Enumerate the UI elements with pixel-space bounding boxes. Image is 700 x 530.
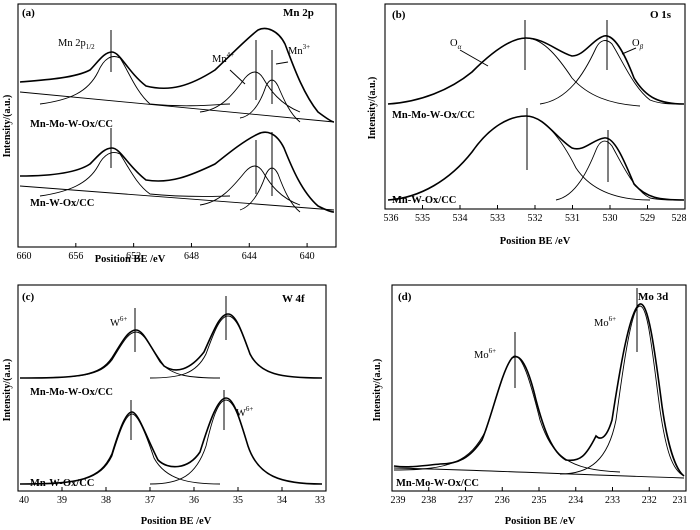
b-top-oa-component (387, 37, 641, 107)
c-bottom-w1-component (19, 413, 221, 485)
panel-c-xtick-label: 33 (315, 495, 325, 506)
panel-d-title: Mo 3d (638, 291, 668, 303)
a-mn4-arrow (229, 69, 246, 85)
panel-a-tag: (a) (22, 7, 35, 19)
panel-c-xtick-label: 39 (57, 495, 67, 506)
b-bottom-ob-component (555, 140, 685, 201)
panel-c: 40 39 38 37 36 35 34 33 (c) W 4f Position BE /e… (2, 284, 327, 527)
panel-b-xtick-label: 530 (603, 213, 618, 224)
b-ob-arrow (621, 47, 637, 55)
panel-c-frame (17, 284, 327, 492)
a-bottom-mn2p12-component (39, 152, 231, 197)
b-series-label-bottom: Mn-W-Ox/CC (392, 195, 456, 206)
a-series-label-bottom: Mn-W-Ox/CC (30, 198, 94, 209)
b-bottom-envelope (387, 115, 685, 201)
c-series-label-top: Mn-Mo-W-Ox/CC (30, 387, 113, 398)
a-top-envelope (19, 27, 335, 123)
d-envelope (393, 303, 685, 477)
c-top-envelope (19, 313, 323, 379)
panel-c-xtick-label: 35 (233, 495, 243, 506)
panel-d-xtick-label: 233 (605, 495, 620, 506)
a-top-baseline (19, 91, 335, 123)
panel-a-title: Mn 2p (283, 7, 314, 19)
a-mn3-arrow (275, 61, 289, 65)
a-bottom-baseline (19, 185, 335, 211)
c-bottom-envelope (19, 397, 323, 485)
panel-d-xtick-label: 237 (458, 495, 473, 506)
panel-b-ylabel: Intensity/(a.u.) (367, 77, 378, 140)
panel-b: 536 535 534 533 532 531 530 529 528 (b) O 1s Pos… (367, 3, 687, 247)
a-series-label-top: Mn-Mo-W-Ox/CC (30, 119, 113, 130)
panel-c-xlabel: Position BE /eV (141, 516, 212, 527)
b-ann-ob: Oβ (632, 38, 644, 51)
panel-a-xtick-label: 640 (300, 251, 315, 262)
panel-d-ylabel: Intensity/(a.u.) (372, 359, 383, 422)
panel-d-xtick-label: 231 (673, 495, 688, 506)
panel-a-xtick-label: 656 (68, 251, 83, 262)
panel-b-tag: (b) (392, 9, 406, 21)
a-ann-mn2p12: Mn 2p1/2 (58, 38, 95, 51)
b-bottom-oa-component (387, 115, 651, 201)
panel-c-xtick-label: 37 (145, 495, 155, 506)
panel-b-xtick-label: 535 (415, 213, 430, 224)
panel-c-xtick-label: 38 (101, 495, 111, 506)
d-ann-mo1: Mo6+ (474, 347, 496, 361)
panel-b-xtick-label: 529 (640, 213, 655, 224)
a-bottom-envelope (19, 131, 335, 213)
panel-a-xtick-label: 660 (17, 251, 32, 262)
panel-c-title: W 4f (282, 293, 305, 305)
a-top-mn2p12-component (39, 56, 231, 107)
d-mo2-component (559, 305, 685, 477)
panel-c-xtick-label: 34 (277, 495, 287, 506)
panel-d-xtick-label: 234 (568, 495, 583, 506)
panel-a-xtick-label: 644 (242, 251, 257, 262)
d-mo1-component (393, 355, 621, 473)
panel-a-ylabel: Intensity/(a.u.) (2, 95, 13, 158)
panel-a-xtick-label: 652 (126, 251, 141, 262)
a-top-mn4-component (199, 71, 301, 113)
d-series-label: Mn-Mo-W-Ox/CC (396, 478, 479, 489)
panel-b-xtick-label: 533 (490, 213, 505, 224)
b-top-envelope (387, 35, 685, 105)
panel-b-xtick-label: 534 (453, 213, 468, 224)
d-ann-mo2: Mo6+ (594, 315, 616, 329)
a-ann-mn3: Mn3+ (288, 43, 310, 57)
panel-d-tag: (d) (398, 291, 412, 303)
panel-d-xtick-label: 238 (421, 495, 436, 506)
c-top-w2-component (149, 315, 323, 379)
panel-d-xtick-label: 235 (532, 495, 547, 506)
panel-b-xtick-label: 531 (565, 213, 580, 224)
b-ann-oa: Oα (450, 38, 462, 51)
panel-b-xtick-label: 532 (528, 213, 543, 224)
a-ann-mn4: Mn4+ (212, 51, 234, 65)
c-ann-w2: W6+ (236, 405, 253, 419)
panel-a-xlabel: Position BE /eV (95, 254, 166, 265)
panel-a-xtick-label: 648 (184, 251, 199, 262)
panel-d-frame (391, 284, 687, 492)
panel-b-frame (384, 3, 686, 210)
panel-c-xtick-label: 36 (189, 495, 199, 506)
c-series-label-bottom: Mn-W-Ox/CC (30, 478, 94, 489)
panel-c-ylabel: Intensity/(a.u.) (2, 359, 13, 422)
panel-b-xtick-label: 536 (384, 213, 399, 224)
a-bottom-mn4-component (199, 165, 301, 206)
b-oa-arrow (459, 49, 489, 67)
panel-b-title: O 1s (650, 9, 672, 21)
b-series-label-top: Mn-Mo-W-Ox/CC (392, 110, 475, 121)
panel-d-xlabel: Position BE /eV (505, 516, 576, 527)
panel-d: 239 238 237 236 235 234 233 232 231 (d) Mo 3d Po… (372, 284, 688, 527)
panel-b-xtick-label: 528 (672, 213, 687, 224)
panel-d-xtick-label: 236 (495, 495, 510, 506)
panel-c-tag: (c) (22, 291, 35, 303)
panel-a: 660 656 652 648 644 640 (a) Mn 2p Position BE… (2, 3, 337, 265)
panel-c-xtick-label: 40 (19, 495, 29, 506)
panel-a-frame (17, 3, 337, 248)
c-ann-w1: W6+ (110, 315, 127, 329)
b-top-ob-component (539, 40, 685, 105)
panel-d-xtick-label: 239 (391, 495, 406, 506)
d-baseline (393, 467, 685, 479)
panel-b-xlabel: Position BE /eV (500, 236, 571, 247)
panel-d-xtick-label: 232 (642, 495, 657, 506)
